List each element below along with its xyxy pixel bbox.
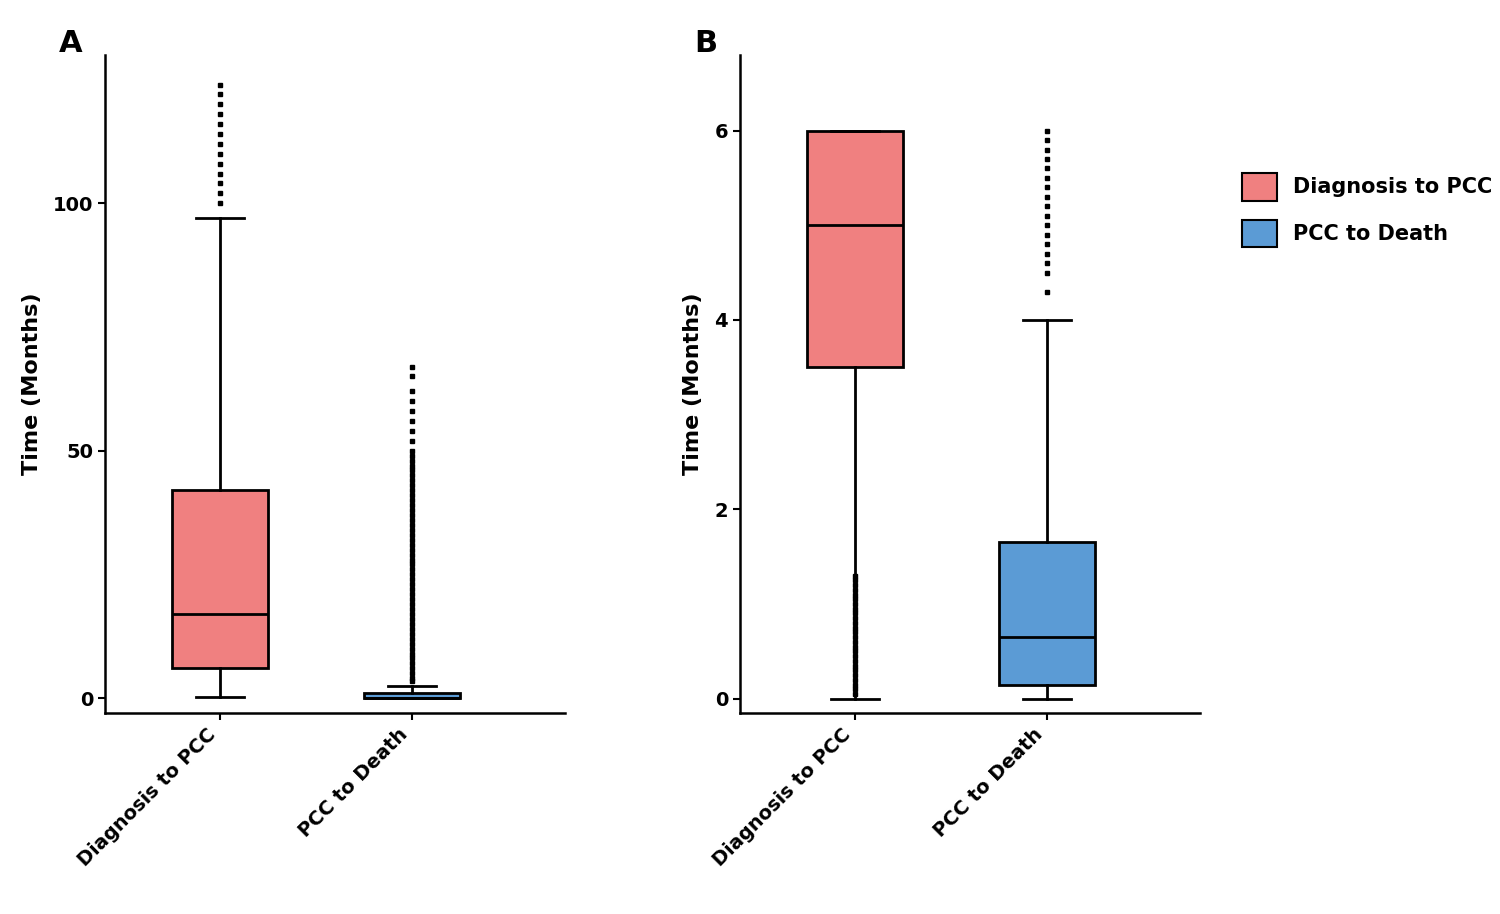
Text: B: B — [694, 28, 717, 58]
Text: A: A — [58, 28, 82, 58]
PathPatch shape — [807, 131, 903, 367]
PathPatch shape — [172, 490, 268, 668]
Y-axis label: Time (Months): Time (Months) — [21, 292, 42, 475]
Legend: Diagnosis to PCC, PCC to Death: Diagnosis to PCC, PCC to Death — [1233, 164, 1500, 257]
PathPatch shape — [364, 693, 459, 698]
PathPatch shape — [999, 543, 1095, 685]
Y-axis label: Time (Months): Time (Months) — [684, 292, 703, 475]
